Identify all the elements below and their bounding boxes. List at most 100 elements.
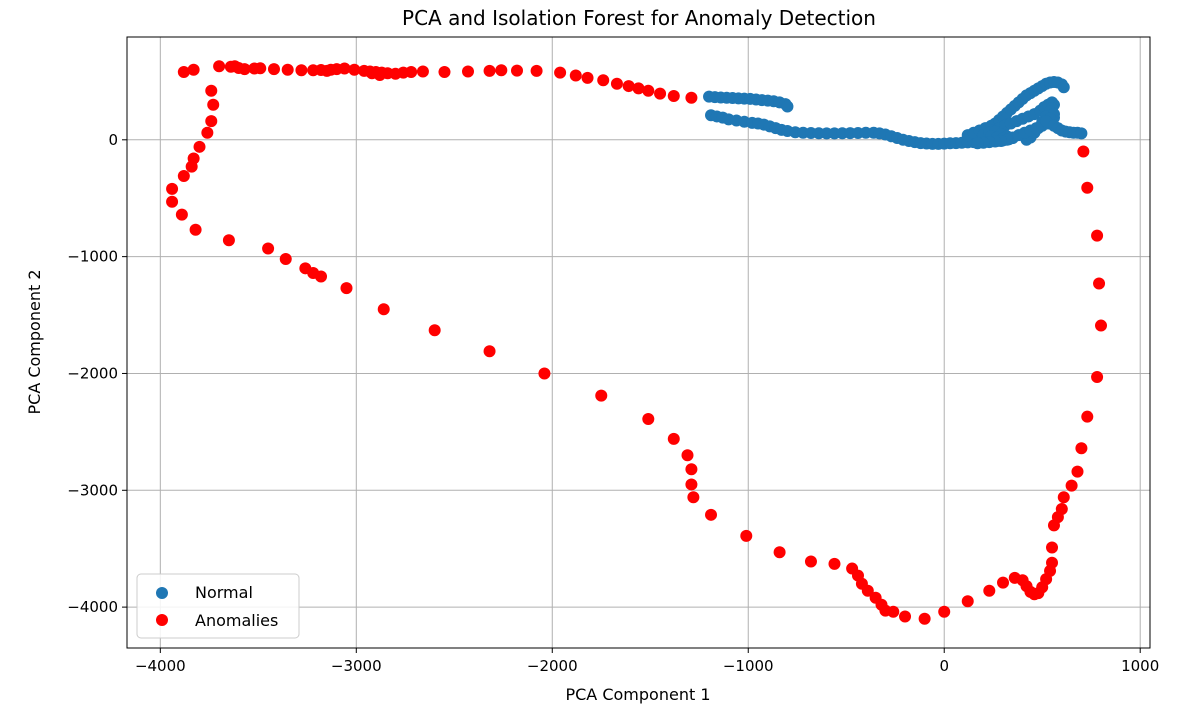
anomaly-point xyxy=(201,126,214,139)
legend-marker-normal xyxy=(156,587,168,599)
legend-label-anomalies: Anomalies xyxy=(195,611,278,630)
anomaly-point xyxy=(610,77,623,90)
anomaly-point xyxy=(654,87,667,100)
legend: Normal Anomalies xyxy=(136,573,300,639)
anomaly-point xyxy=(1077,145,1090,158)
anomaly-point xyxy=(938,605,951,618)
anomaly-point xyxy=(622,80,635,93)
anomaly-point xyxy=(597,74,610,87)
normal-point xyxy=(971,137,984,150)
anomaly-point xyxy=(205,84,218,97)
anomaly-point xyxy=(428,324,441,337)
anomaly-point xyxy=(705,508,718,521)
anomaly-point xyxy=(1055,502,1068,515)
anomaly-point xyxy=(189,223,202,236)
anomaly-point xyxy=(828,557,841,570)
anomaly-point xyxy=(320,64,333,77)
anomaly-point xyxy=(899,610,912,623)
anomaly-point xyxy=(267,63,280,76)
anomaly-point xyxy=(685,463,698,476)
anomaly-point xyxy=(166,195,179,208)
anomaly-point xyxy=(740,529,753,542)
anomaly-point xyxy=(254,62,267,75)
anomaly-point xyxy=(1091,370,1104,383)
normal-series xyxy=(703,75,1088,150)
anomaly-point xyxy=(642,84,655,97)
normal-point xyxy=(781,100,794,113)
axis-ticks: −4000 −3000 −2000 −1000 0 1000 −4000 −3000 −2000… xyxy=(67,131,1159,675)
anomaly-point xyxy=(1046,541,1059,554)
anomaly-point xyxy=(213,60,226,73)
anomaly-point xyxy=(1081,181,1094,194)
anomaly-point xyxy=(632,82,645,95)
anomaly-point xyxy=(1057,491,1070,504)
anomaly-point xyxy=(187,63,200,76)
anomaly-point xyxy=(667,432,680,445)
anomaly-point xyxy=(438,66,451,79)
anomaly-point xyxy=(773,546,786,559)
anomaly-point xyxy=(462,65,474,78)
anomaly-point xyxy=(177,170,190,183)
anomaly-point xyxy=(530,64,543,77)
anomaly-point xyxy=(175,208,188,221)
y-tick-label: −2000 xyxy=(67,364,118,382)
anomaly-point xyxy=(961,595,974,608)
anomaly-point xyxy=(483,345,496,358)
x-tick-label: −1000 xyxy=(723,657,774,675)
anomaly-point xyxy=(1046,556,1059,569)
anomaly-point xyxy=(315,270,328,283)
anomaly-point xyxy=(295,64,308,77)
anomaly-point xyxy=(495,64,508,77)
x-tick-label: 1000 xyxy=(1121,657,1159,675)
anomaly-point xyxy=(667,89,680,102)
anomaly-point xyxy=(1091,229,1104,242)
anomaly-point xyxy=(685,91,698,104)
anomaly-point xyxy=(205,115,218,128)
anomaly-point xyxy=(279,252,292,265)
anomaly-point xyxy=(687,491,700,504)
normal-point xyxy=(1075,127,1088,140)
anomaly-point xyxy=(228,60,241,73)
anomaly-point xyxy=(338,62,351,75)
anomaly-point xyxy=(262,242,275,255)
anomaly-point xyxy=(177,66,190,79)
anomaly-point xyxy=(1071,465,1084,478)
anomaly-point xyxy=(483,64,496,77)
anomaly-point xyxy=(983,584,996,597)
anomaly-point xyxy=(281,63,294,76)
legend-marker-anomalies xyxy=(156,614,168,626)
anomaly-point xyxy=(681,449,694,462)
legend-label-normal: Normal xyxy=(195,583,253,602)
anomaly-point xyxy=(340,282,353,295)
anomaly-point xyxy=(685,478,698,491)
anomaly-point xyxy=(193,140,206,153)
y-tick-label: −3000 xyxy=(67,481,118,499)
anomaly-point xyxy=(918,612,931,625)
anomaly-point xyxy=(554,66,567,79)
anomaly-point xyxy=(348,63,361,76)
anomaly-point xyxy=(207,98,220,111)
y-axis-label: PCA Component 2 xyxy=(25,269,44,414)
y-tick-label: 0 xyxy=(108,131,118,149)
anomaly-point xyxy=(377,303,390,316)
x-tick-label: −2000 xyxy=(527,657,578,675)
anomaly-point xyxy=(222,234,235,247)
x-axis-label: PCA Component 1 xyxy=(565,685,710,704)
normal-point xyxy=(1057,81,1070,94)
anomaly-point xyxy=(510,64,523,77)
anomaly-point xyxy=(861,584,874,597)
anomaly-point xyxy=(1081,410,1094,423)
anomaly-point xyxy=(1093,277,1106,290)
anomalies-series xyxy=(166,60,1108,625)
anomaly-point xyxy=(997,576,1010,589)
anomaly-point xyxy=(238,63,251,76)
anomaly-point xyxy=(1095,319,1108,332)
anomaly-point xyxy=(1075,442,1088,455)
chart-title: PCA and Isolation Forest for Anomaly Det… xyxy=(402,6,876,30)
x-tick-label: 0 xyxy=(939,657,949,675)
y-tick-label: −1000 xyxy=(67,248,118,266)
y-tick-label: −4000 xyxy=(67,598,118,616)
legend-box xyxy=(136,573,300,639)
anomaly-point xyxy=(538,367,551,380)
